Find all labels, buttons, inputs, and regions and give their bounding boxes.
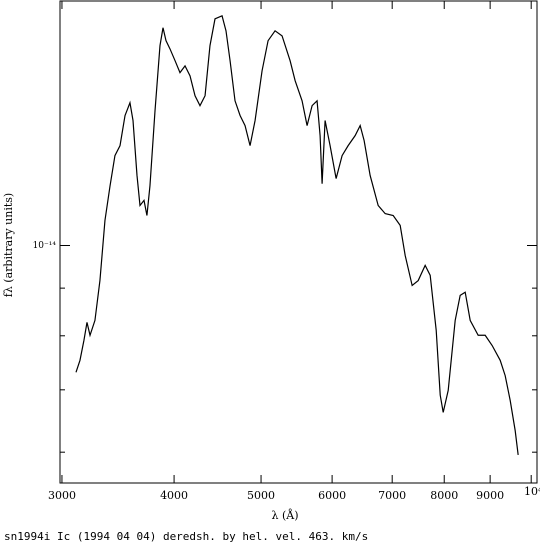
caption: sn1994i Ic (1994 04 04) deredsh. by hel.… (4, 530, 368, 543)
plot-frame (59, 0, 538, 484)
x-tick-label: 6000 (318, 489, 346, 502)
y-tick-label: 10⁻¹⁴ (33, 241, 57, 251)
x-tick-label: 9000 (476, 489, 504, 502)
x-tick-label: 10⁴ (524, 485, 540, 498)
x-axis-label: λ (Å) (272, 508, 299, 522)
x-tick-label: 8000 (430, 489, 458, 502)
x-tick-label: 3000 (48, 489, 76, 502)
spectrum-line (75, 15, 519, 455)
x-tick-label: 4000 (160, 489, 188, 502)
x-tick-label: 5000 (247, 489, 275, 502)
x-tick-label: 7000 (378, 489, 406, 502)
y-axis-label: fλ (arbitrary units) (2, 193, 15, 297)
